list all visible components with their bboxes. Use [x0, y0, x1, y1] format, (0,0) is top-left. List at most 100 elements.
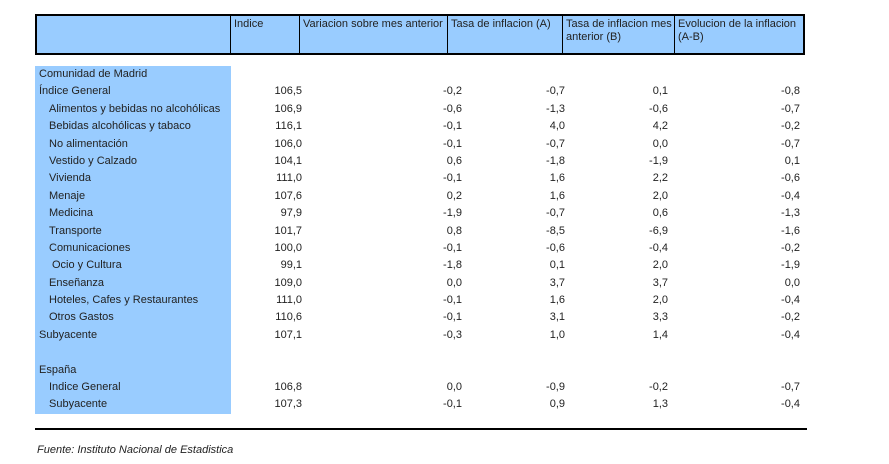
- row-label: Comunidad de Madrid: [35, 66, 231, 84]
- table-row: España: [35, 361, 800, 380]
- cell-variacion: -0,1: [443, 120, 462, 133]
- row-label: No alimentación: [35, 135, 231, 153]
- table-row: Medicina 97,9 -1,9 -0,7 0,6 -1,3: [35, 205, 800, 223]
- cell-variacion: 0,8: [446, 224, 462, 237]
- cell-indice: [231, 362, 302, 379]
- cell-variacion: 0,6: [446, 154, 462, 167]
- cell-tasa-a: [462, 362, 565, 379]
- row-label: Índice General: [35, 83, 231, 101]
- cell-tasa-a: -1,8: [546, 154, 565, 167]
- cell-indice: 107,3: [274, 398, 302, 411]
- cell-evolucion: -0,2: [781, 120, 800, 133]
- cell-tasa-b: 2,0: [652, 189, 668, 202]
- cell-tasa-b: 0,0: [652, 137, 668, 150]
- cell-tasa-a: -0,7: [546, 137, 565, 150]
- cell-tasa-a: 0,9: [549, 398, 565, 411]
- table-row: Indice General 106,8 0,0 -0,9 -0,2 -0,7: [35, 379, 800, 397]
- cell-variacion: 0,2: [446, 189, 462, 202]
- cell-variacion: -0,3: [443, 328, 462, 341]
- cell-evolucion: -0,2: [781, 241, 800, 254]
- cell-indice: 99,1: [280, 259, 302, 272]
- table-row: Vivienda 111,0 -0,1 1,6 2,2 -0,6: [35, 170, 800, 188]
- column-header-variacion: Variacion sobre mes anterior: [299, 16, 447, 53]
- cell-tasa-b: -1,9: [649, 154, 668, 167]
- table-row: Vestido y Calzado 104,1 0,6 -1,8 -1,9 0,1: [35, 152, 800, 171]
- cell-variacion: [302, 362, 462, 379]
- cell-tasa-a: 3,7: [549, 276, 565, 289]
- table-row: Menaje 107,6 0,2 1,6 2,0 -0,4: [35, 187, 800, 206]
- cell-tasa-a: -0,7: [546, 207, 565, 220]
- cell-evolucion: -1,3: [781, 207, 800, 220]
- cell-variacion: 0,0: [446, 381, 462, 394]
- cell-tasa-a: -0,9: [546, 381, 565, 394]
- cell-indice: 110,6: [275, 311, 302, 324]
- row-label: Enseñanza: [35, 274, 231, 293]
- cell-tasa-b: -0,2: [649, 381, 668, 394]
- cell-evolucion: -0,4: [781, 189, 800, 202]
- cell-variacion: -0,1: [443, 398, 462, 411]
- cell-tasa-a: 1,6: [549, 189, 565, 202]
- column-header-evolucion: Evolucion de la inflacion (A-B): [674, 16, 803, 53]
- cell-indice: 107,1: [274, 328, 302, 341]
- cell-variacion: -0,2: [443, 85, 462, 98]
- cell-variacion: -0,1: [443, 241, 462, 254]
- row-label: Indice General: [35, 379, 231, 397]
- row-label: Hoteles, Cafes y Restaurantes: [35, 292, 231, 310]
- table-row: Comunidad de Madrid: [35, 66, 800, 84]
- cell-indice: 116,1: [275, 120, 302, 133]
- table-row: Bebidas alcohólicas y tabaco 116,1 -0,1 4,0…: [35, 118, 800, 136]
- cell-indice: 107,6: [274, 189, 302, 202]
- cell-variacion: -0,6: [443, 102, 462, 115]
- cell-evolucion: -0,4: [781, 294, 800, 307]
- cell-tasa-a: -0,7: [546, 85, 565, 98]
- cell-tasa-b: 2,0: [652, 294, 668, 307]
- cell-indice: 111,0: [276, 294, 302, 307]
- cell-variacion: -0,1: [443, 172, 462, 185]
- cell-tasa-b: [565, 344, 668, 361]
- table-row: Subyacente 107,1 -0,3 1,0 1,4 -0,4: [35, 326, 800, 345]
- cell-evolucion: -0,7: [781, 102, 800, 115]
- cell-evolucion: -0,6: [781, 172, 800, 185]
- table-row: [35, 344, 800, 362]
- table-row: Ocio y Cultura 99,1 -1,8 0,1 2,0 -1,9: [35, 257, 800, 275]
- cell-tasa-a: [462, 344, 565, 361]
- cell-tasa-b: [565, 66, 668, 83]
- cell-evolucion: 0,0: [784, 276, 800, 289]
- row-label: España: [35, 361, 231, 380]
- cell-tasa-b: 2,0: [652, 259, 668, 272]
- row-label: Subyacente: [35, 396, 231, 414]
- cell-evolucion: -0,7: [781, 137, 800, 150]
- row-label: Vivienda: [35, 170, 231, 188]
- row-label: Alimentos y bebidas no alcohólicas: [35, 100, 231, 119]
- table-row: Otros Gastos 110,6 -0,1 3,1 3,3 -0,2: [35, 309, 800, 327]
- cell-tasa-b: 0,1: [652, 85, 668, 98]
- cell-evolucion: 0,1: [784, 154, 800, 167]
- table-row: Transporte 101,7 0,8 -8,5 -6,9 -1,6: [35, 222, 800, 240]
- cell-tasa-b: -0,6: [649, 102, 668, 115]
- column-header-tasa-b: Tasa de inflacion mes anterior (B): [562, 16, 674, 53]
- cell-tasa-b: [565, 362, 668, 379]
- cell-indice: 100,0: [274, 241, 302, 254]
- cell-tasa-b: 2,2: [652, 172, 668, 185]
- cell-evolucion: [668, 362, 800, 379]
- cell-tasa-a: 1,0: [549, 328, 565, 341]
- table-bottom-rule: [35, 428, 807, 430]
- cell-indice: 104,1: [274, 154, 302, 167]
- cell-tasa-a: 1,6: [549, 294, 565, 307]
- cell-evolucion: -0,2: [781, 311, 800, 324]
- cell-indice: 97,9: [280, 207, 302, 220]
- cell-indice: 106,9: [274, 102, 302, 115]
- cell-indice: [231, 66, 302, 83]
- cell-variacion: -1,8: [443, 259, 462, 272]
- table-row: Enseñanza 109,0 0,0 3,7 3,7 0,0: [35, 274, 800, 293]
- table-body: Comunidad de Madrid Índice General 106,5 -0…: [35, 66, 800, 414]
- cell-tasa-a: 4,0: [549, 120, 565, 133]
- table-header-row: Indice Variacion sobre mes anterior Tasa…: [35, 14, 805, 55]
- cell-tasa-b: 0,6: [652, 207, 668, 220]
- table-row: Subyacente 107,3 -0,1 0,9 1,3 -0,4: [35, 396, 800, 414]
- cell-tasa-b: 4,2: [652, 120, 668, 133]
- row-label: Menaje: [35, 187, 231, 206]
- cell-evolucion: -0,8: [781, 85, 800, 98]
- cell-tasa-a: -0,6: [546, 241, 565, 254]
- cell-variacion: 0,0: [446, 276, 462, 289]
